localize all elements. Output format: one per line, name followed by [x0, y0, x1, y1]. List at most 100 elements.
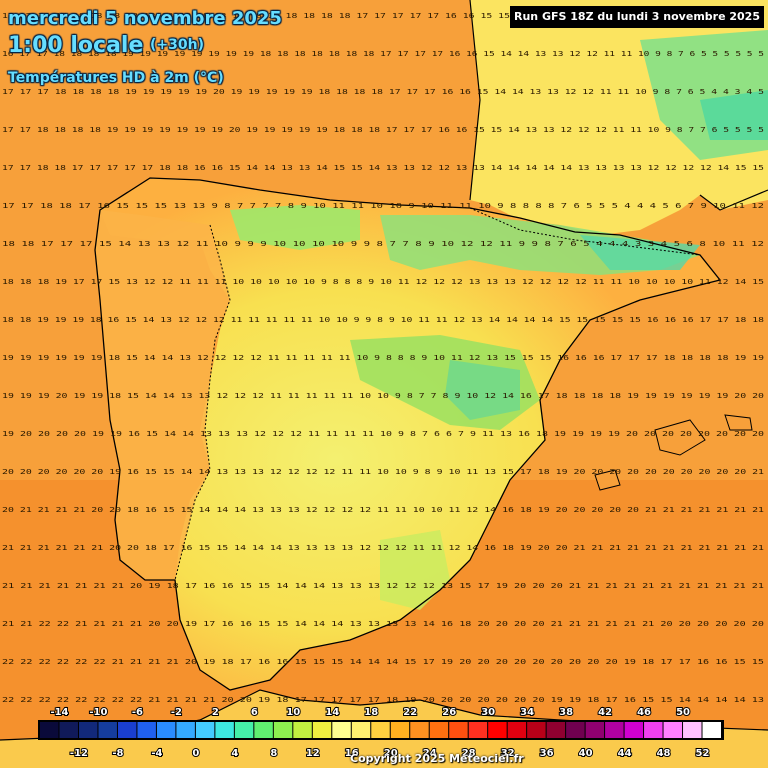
temperature-value-row: 17 17 17 18 18 18 18 19 19 19 19 19 20 1… — [2, 88, 764, 96]
temperature-value-row: 19 19 19 20 19 19 18 15 14 14 13 13 12 1… — [2, 392, 764, 400]
temperature-value-row: 22 22 22 22 22 22 21 21 21 21 20 19 18 1… — [2, 658, 764, 666]
color-scale-cell — [702, 722, 721, 738]
color-scale-cell — [176, 722, 195, 738]
temperature-value-row: 19 20 20 20 20 19 19 16 15 14 14 13 13 1… — [2, 430, 764, 438]
portugal-spain-border — [174, 224, 231, 581]
color-scale-cell — [137, 722, 156, 738]
scale-label-lower: -12 — [70, 748, 88, 759]
temperature-value-row: 18 18 18 19 17 17 15 13 12 12 11 11 11 1… — [2, 278, 764, 286]
color-scale-cell — [663, 722, 683, 738]
color-scale-cell — [468, 722, 488, 738]
temperature-value-row: 20 20 20 20 20 20 19 16 15 15 14 14 13 1… — [2, 468, 764, 476]
color-scale-cell — [683, 722, 702, 738]
sierra-nevada-cool-zone — [380, 530, 450, 610]
iberian-system-cold-zone — [445, 360, 520, 420]
temperature-value-row: 20 21 21 21 21 20 20 18 16 15 15 14 14 1… — [2, 506, 764, 514]
scale-label-upper: 50 — [676, 707, 690, 718]
color-scale-cell — [605, 722, 624, 738]
iberia-coastline — [94, 177, 722, 691]
temperature-value-row: 18 18 17 17 17 15 14 13 13 12 11 10 9 9 … — [2, 240, 764, 248]
scale-label-upper: -6 — [132, 707, 143, 718]
scale-label-lower: -4 — [151, 748, 162, 759]
color-scale-cell — [371, 722, 390, 738]
color-scale-cell — [254, 722, 273, 738]
scale-label-upper: 18 — [364, 707, 378, 718]
scale-label-lower: 20 — [384, 748, 398, 759]
portugal-land — [95, 210, 230, 580]
color-scale-cells — [40, 722, 721, 738]
color-scale-cell — [293, 722, 312, 738]
color-scale-lower-labels: -12 -8 -4 0 4 8 12 16 20 24 28 32 36 40 44 48 52 — [69, 747, 711, 760]
alps-coldest-zone — [700, 90, 768, 140]
scale-label-lower: 12 — [306, 748, 320, 759]
color-scale-cell — [312, 722, 332, 738]
scale-label-lower: 44 — [618, 748, 632, 759]
date-title: mercredi 5 novembre 2025 — [8, 8, 282, 29]
temperature-value-row: 17 17 18 18 18 18 19 19 19 19 19 19 19 2… — [2, 126, 764, 134]
model-run-banner: Run GFS 18Z du lundi 3 novembre 2025 — [510, 6, 764, 28]
color-scale-cell — [390, 722, 410, 738]
color-scale-cell — [59, 722, 78, 738]
color-scale-cell — [410, 722, 429, 738]
france-south-coast — [699, 189, 768, 211]
scale-label-lower: 8 — [270, 748, 277, 759]
scale-label-upper: 34 — [520, 707, 534, 718]
scale-label-lower: 4 — [231, 748, 238, 759]
scale-label-lower: 40 — [579, 748, 593, 759]
variable-title: Températures HD à 2m (°C) — [8, 70, 224, 86]
scale-label-upper: -10 — [89, 707, 107, 718]
scale-label-lower: 32 — [501, 748, 515, 759]
temperature-value-row: 17 17 18 18 17 17 17 17 17 18 18 16 16 1… — [2, 164, 764, 172]
color-scale: -14 -10 -6 -2 2 6 10 14 18 22 26 30 34 38 42 46 50 -12 -8… — [38, 706, 724, 760]
temperature-value-row: 21 21 22 22 21 21 21 21 20 20 19 17 16 1… — [2, 620, 764, 628]
temperature-value-row: 17 17 17 17 18 18 18 18 18 18 18 18 18 1… — [2, 12, 764, 20]
temperature-value-row: 18 18 19 19 19 18 16 15 14 13 12 12 12 1… — [2, 316, 764, 324]
scale-label-upper: 38 — [559, 707, 573, 718]
temperature-value-row: 16 17 17 18 18 18 18 19 19 19 19 19 19 1… — [2, 50, 764, 58]
color-scale-cell — [585, 722, 605, 738]
scale-label-upper: 14 — [325, 707, 339, 718]
ibiza — [594, 469, 621, 491]
color-scale-upper-labels: -14 -10 -6 -2 2 6 10 14 18 22 26 30 34 38 42 46 50 — [49, 706, 691, 719]
scale-label-upper: 42 — [598, 707, 612, 718]
color-scale-cell — [546, 722, 566, 738]
color-scale-cell — [156, 722, 176, 738]
color-scale-cell — [40, 722, 59, 738]
scale-label-lower: -8 — [112, 748, 123, 759]
scale-label-lower: 0 — [192, 748, 199, 759]
color-scale-cell — [273, 722, 293, 738]
color-scale-cell — [195, 722, 215, 738]
color-scale-cell — [624, 722, 644, 738]
temperature-value-row: 19 19 19 19 19 19 18 15 14 14 13 12 12 1… — [2, 354, 764, 362]
scale-label-upper: 22 — [403, 707, 417, 718]
france-west-coast — [469, 0, 481, 201]
scale-label-lower: 48 — [657, 748, 671, 759]
iberia-land — [100, 178, 720, 690]
scale-label-upper: 10 — [286, 707, 300, 718]
color-scale-cell — [488, 722, 507, 738]
color-scale-cell — [117, 722, 137, 738]
cantabrian-cool-zone — [230, 205, 360, 250]
menorca — [724, 414, 753, 431]
scale-label-upper: -2 — [171, 707, 182, 718]
copyright-notice: Copyright 2025 Meteociel.fr — [350, 752, 524, 765]
color-scale-cell — [215, 722, 234, 738]
spain-france-border — [469, 207, 701, 256]
scale-label-upper: 46 — [637, 707, 651, 718]
color-scale-cell — [332, 722, 351, 738]
color-scale-cell — [429, 722, 449, 738]
color-scale-cell — [98, 722, 117, 738]
color-scale-cell — [527, 722, 546, 738]
scale-label-lower: 24 — [423, 748, 437, 759]
scale-label-upper: 2 — [212, 707, 219, 718]
scale-label-upper: 26 — [442, 707, 456, 718]
scale-label-lower: 28 — [462, 748, 476, 759]
scale-label-lower: 16 — [345, 748, 359, 759]
temperature-value-row: 21 21 21 21 21 21 21 20 19 18 17 16 16 1… — [2, 582, 764, 590]
color-scale-cell — [507, 722, 527, 738]
temperature-value-row: 22 22 22 22 22 22 22 22 21 21 21 21 20 2… — [2, 696, 764, 704]
mallorca — [654, 419, 706, 456]
color-scale-cell — [644, 722, 663, 738]
